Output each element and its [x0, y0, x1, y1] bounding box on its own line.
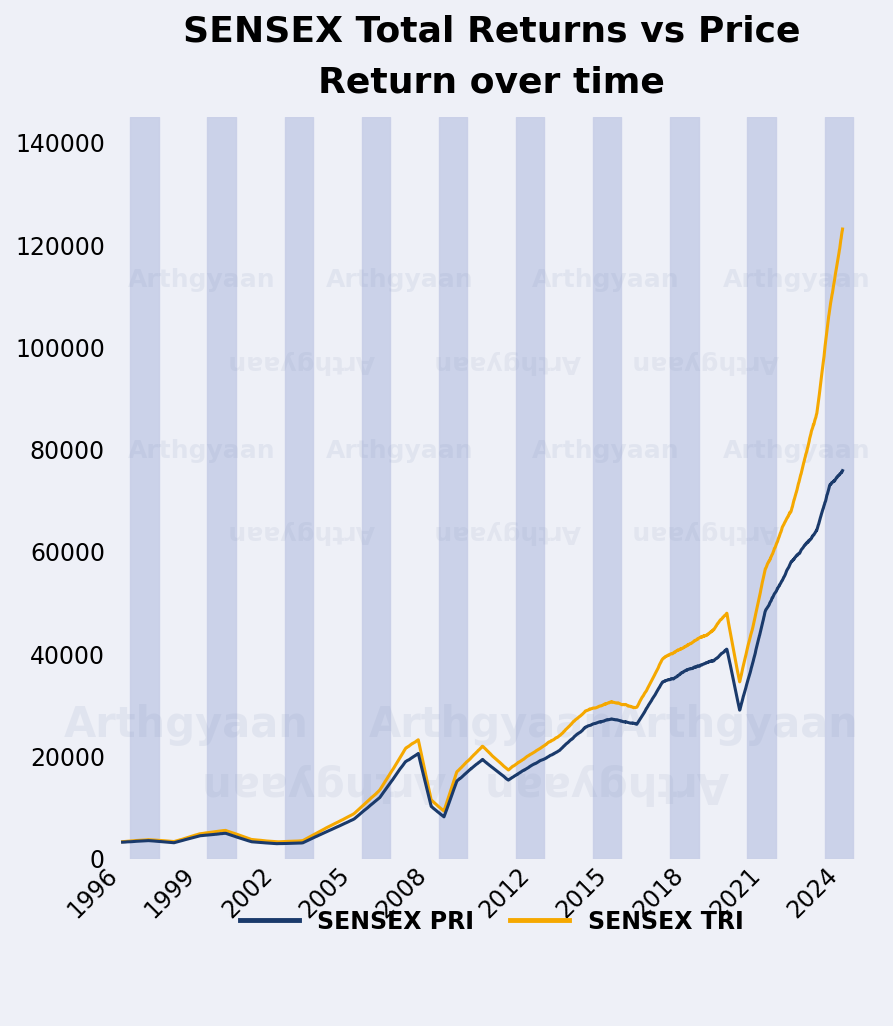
SENSEX TRI: [457, 760, 468, 773]
SENSEX TRI: [378, 779, 388, 791]
Text: Arthgyaan: Arthgyaan: [227, 520, 374, 545]
SENSEX PRI: [271, 837, 282, 850]
Title: SENSEX Total Returns vs Price
Return over time: SENSEX Total Returns vs Price Return ove…: [183, 15, 800, 100]
SENSEX TRI: [837, 223, 847, 235]
Text: Arthgyaan: Arthgyaan: [326, 439, 474, 463]
Bar: [824, 117, 853, 859]
Text: Arthgyaan: Arthgyaan: [326, 268, 474, 292]
Legend: SENSEX PRI, SENSEX TRI: SENSEX PRI, SENSEX TRI: [230, 900, 753, 943]
Text: Arthgyaan: Arthgyaan: [128, 439, 275, 463]
SENSEX TRI: [267, 835, 278, 847]
SENSEX TRI: [545, 736, 555, 748]
Text: Arthgyaan: Arthgyaan: [613, 704, 858, 746]
Text: Arthgyaan: Arthgyaan: [63, 704, 309, 746]
Bar: [438, 117, 467, 859]
Bar: [285, 117, 313, 859]
Text: Arthgyaan: Arthgyaan: [227, 350, 374, 373]
Text: Arthgyaan: Arthgyaan: [723, 439, 871, 463]
Text: Arthgyaan: Arthgyaan: [532, 439, 680, 463]
SENSEX PRI: [378, 787, 388, 799]
Text: Arthgyaan: Arthgyaan: [433, 520, 580, 545]
Text: Arthgyaan: Arthgyaan: [433, 350, 580, 373]
SENSEX TRI: [781, 512, 792, 524]
Text: Arthgyaan: Arthgyaan: [484, 763, 729, 805]
SENSEX PRI: [457, 771, 468, 783]
Text: Arthgyaan: Arthgyaan: [369, 704, 614, 746]
Bar: [671, 117, 698, 859]
SENSEX PRI: [117, 836, 128, 849]
SENSEX PRI: [575, 726, 586, 739]
SENSEX PRI: [837, 465, 847, 477]
Text: Arthgyaan: Arthgyaan: [201, 763, 446, 805]
SENSEX PRI: [781, 564, 792, 577]
SENSEX PRI: [267, 837, 278, 850]
Text: Arthgyaan: Arthgyaan: [128, 268, 275, 292]
SENSEX TRI: [575, 710, 586, 722]
Bar: [593, 117, 622, 859]
Text: Arthgyaan: Arthgyaan: [631, 520, 780, 545]
Line: SENSEX TRI: SENSEX TRI: [122, 229, 842, 842]
Bar: [207, 117, 236, 859]
Bar: [130, 117, 159, 859]
Text: Arthgyaan: Arthgyaan: [631, 350, 780, 373]
Text: Arthgyaan: Arthgyaan: [723, 268, 871, 292]
Bar: [747, 117, 776, 859]
Line: SENSEX PRI: SENSEX PRI: [122, 471, 842, 843]
SENSEX TRI: [117, 835, 128, 847]
SENSEX TRI: [271, 836, 282, 849]
Bar: [516, 117, 544, 859]
Text: Arthgyaan: Arthgyaan: [532, 268, 680, 292]
SENSEX PRI: [545, 749, 555, 761]
Bar: [362, 117, 390, 859]
